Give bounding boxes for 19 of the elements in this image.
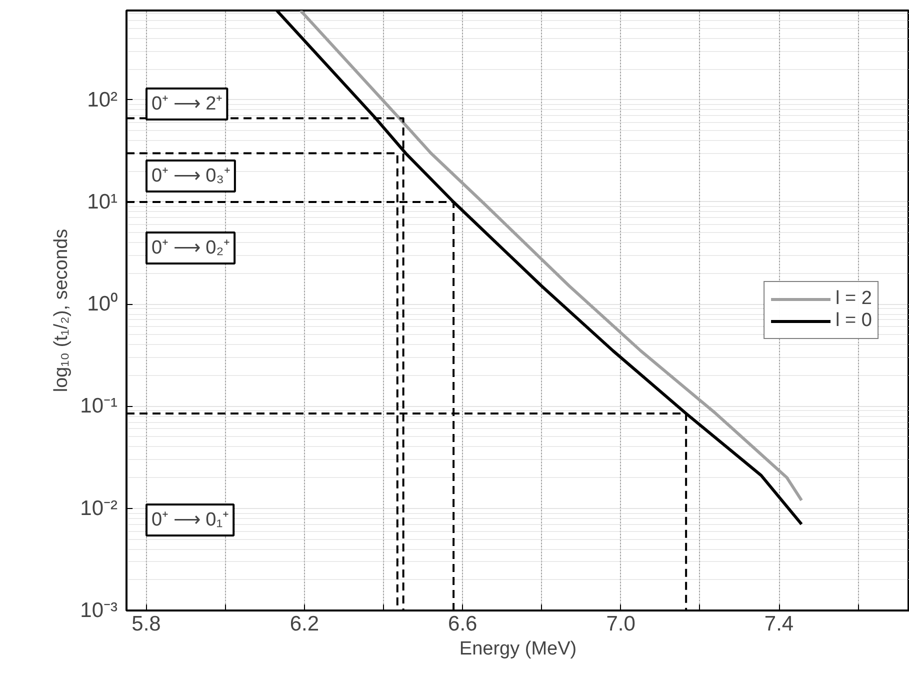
annotation: 0⁺ ⟶ 2⁺ [152,94,222,114]
y-tick-label: 10⁻³ [80,599,118,622]
y-tick-label: 10² [87,88,118,112]
x-tick-label: 7.4 [764,612,794,636]
legend-label: l = 2 [836,288,872,310]
x-tick-label: 5.8 [132,612,161,636]
y-tick-label: 10⁰ [87,292,118,316]
x-tick-label: 6.2 [290,612,320,636]
x-axis-title: Energy (MeV) [459,638,577,660]
y-tick-label: 10⁻¹ [80,394,118,418]
annotation: 0⁺ ⟶ 0₃⁺ [152,166,230,186]
y-axis-title: log₁₀ (t₁/₂), seconds [51,228,72,392]
legend-label: l = 0 [836,310,872,332]
x-tick-label: 6.6 [448,612,478,636]
y-tick-label: 10¹ [87,190,118,214]
annotation: 0⁺ ⟶ 0₁⁺ [152,510,229,530]
annotation: 0⁺ ⟶ 0₂⁺ [152,238,230,258]
x-tick-label: 7.0 [606,612,636,636]
y-tick-label: 10⁻² [80,496,118,520]
